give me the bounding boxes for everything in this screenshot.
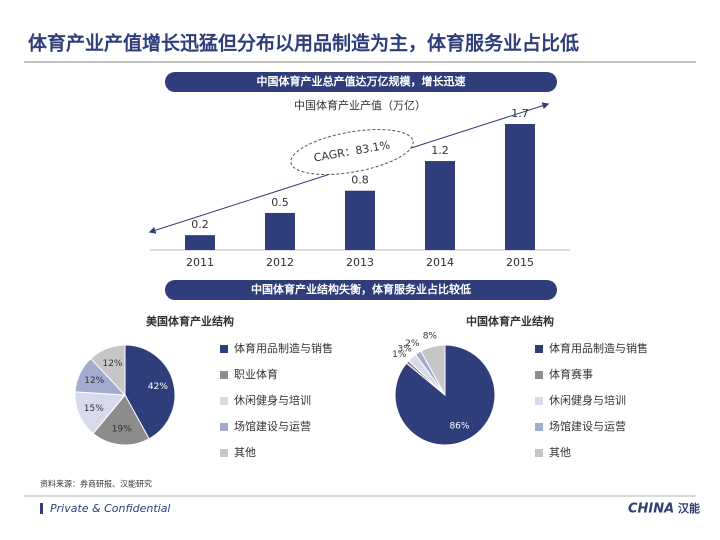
- slice-label: 12%: [84, 376, 104, 386]
- data-label: 0.8: [351, 174, 369, 187]
- pie-slice: [90, 344, 126, 397]
- bar: [265, 212, 295, 250]
- slice-label: 2%: [405, 339, 420, 349]
- chart-title: 中国体育产业产值（万亿）: [294, 98, 426, 112]
- slice-label: 3%: [398, 345, 413, 355]
- banner: [165, 280, 557, 300]
- legend-swatch: [220, 397, 228, 405]
- x-tick-label: 2014: [426, 256, 454, 269]
- pie-slice: [124, 344, 176, 440]
- pie-slice: [420, 344, 446, 396]
- legend-label: 休闲健身与培训: [234, 393, 311, 407]
- slice-label: 19%: [112, 424, 132, 434]
- x-tick-label: 2012: [266, 256, 294, 269]
- banner: [165, 72, 557, 92]
- source-note: 资料来源：券商研报、汉能研究: [40, 479, 152, 489]
- legend-swatch: [535, 371, 543, 379]
- legend-label: 体育用品制造与销售: [549, 341, 648, 355]
- bar: [505, 124, 535, 250]
- data-label: 1.2: [431, 144, 449, 157]
- logo-chinese: 汉能: [678, 501, 700, 515]
- legend-label: 场馆建设与运营: [234, 419, 311, 433]
- legend-label: 休闲健身与培训: [549, 393, 626, 407]
- bar: [185, 235, 215, 250]
- x-tick-label: 2011: [186, 256, 214, 269]
- bar: [425, 161, 455, 250]
- footer-bar: [40, 503, 43, 514]
- slice-label: 8%: [423, 331, 438, 341]
- legend-swatch: [220, 449, 228, 457]
- slice-label: 42%: [148, 382, 168, 392]
- legend-label: 其他: [549, 446, 571, 459]
- x-tick-label: 2015: [506, 256, 534, 269]
- legend-label: 体育用品制造与销售: [234, 341, 333, 355]
- slice-label: 86%: [449, 421, 469, 431]
- banner-text: 中国体育产业结构失衡，体育服务业占比较低: [251, 282, 471, 296]
- logo: CHINA: [628, 502, 674, 517]
- pie-slice: [92, 394, 150, 446]
- legend-swatch: [535, 397, 543, 405]
- footer-text: Private & Confidential: [50, 502, 171, 515]
- legend-label: 其他: [234, 446, 256, 459]
- data-label: 1.7: [511, 107, 529, 120]
- chart-title: 中国体育产业结构: [466, 314, 554, 328]
- legend-swatch: [220, 371, 228, 379]
- legend-label: 场馆建设与运营: [549, 419, 626, 433]
- legend-swatch: [535, 423, 543, 431]
- data-label: 0.5: [271, 196, 289, 209]
- legend-swatch: [220, 345, 228, 353]
- legend-swatch: [220, 423, 228, 431]
- slice-label: 12%: [102, 359, 122, 369]
- bar: [345, 190, 375, 250]
- banner-text: 中国体育产业总产值达万亿规模，增长迅速: [257, 74, 466, 88]
- legend-label: 职业体育: [234, 367, 278, 381]
- slide-title: 体育产业产值增长迅猛但分布以用品制造为主，体育服务业占比低: [28, 32, 579, 55]
- legend-swatch: [535, 345, 543, 353]
- legend-label: 体育赛事: [549, 367, 593, 381]
- slice-label: 1%: [392, 350, 407, 360]
- slice-label: 15%: [84, 404, 104, 414]
- legend-swatch: [535, 449, 543, 457]
- data-label: 0.2: [191, 218, 209, 231]
- x-tick-label: 2013: [346, 256, 374, 269]
- chart-title: 美国体育产业结构: [146, 314, 234, 328]
- cagr-ellipse: [290, 129, 414, 175]
